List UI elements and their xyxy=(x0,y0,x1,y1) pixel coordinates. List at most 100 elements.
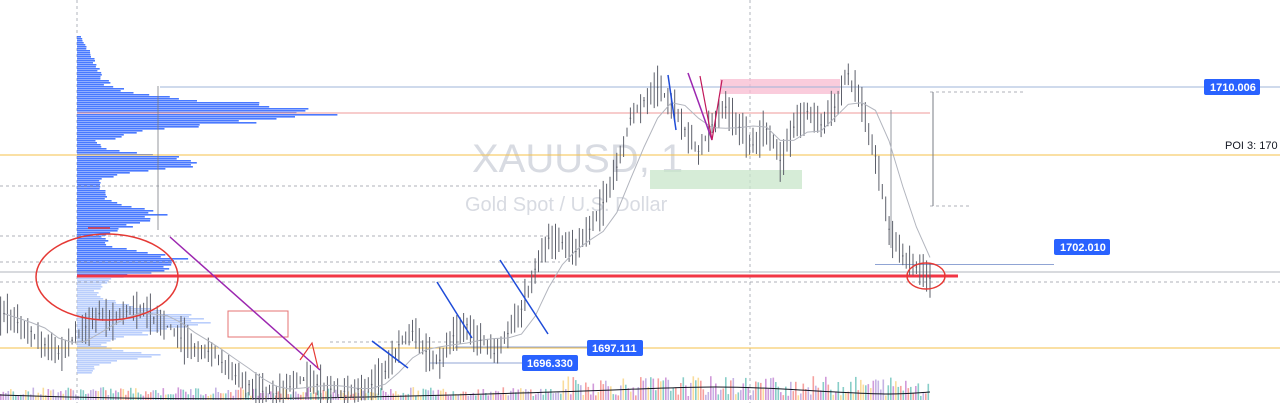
volume-bar xyxy=(450,395,452,400)
volume-bar xyxy=(137,392,140,400)
volume-bar xyxy=(447,395,450,400)
price-tag-1702-bg xyxy=(1054,239,1110,255)
profile-bar xyxy=(77,362,112,364)
profile-bar xyxy=(77,74,102,76)
volume-bar xyxy=(657,378,660,400)
volume-bar xyxy=(760,382,762,400)
profile-bar xyxy=(77,128,165,130)
profile-bar xyxy=(77,146,102,148)
volume-bar xyxy=(112,393,115,400)
volume-bar xyxy=(750,395,752,400)
volume-bar xyxy=(247,392,250,400)
volume-bar xyxy=(695,380,697,400)
profile-bar xyxy=(77,356,152,358)
volume-bar xyxy=(240,387,242,400)
price-tag-1697[interactable]: 1697.111 xyxy=(587,340,643,356)
volume-bar xyxy=(562,380,565,400)
price-tag-1696[interactable]: 1696.330 xyxy=(522,355,578,371)
volume-bar xyxy=(457,394,460,400)
volume-bar xyxy=(277,391,280,400)
volume-bar xyxy=(455,394,457,400)
volume-bar xyxy=(567,376,570,400)
volume-bar xyxy=(47,389,50,400)
volume-bar xyxy=(407,393,410,400)
volume-bar xyxy=(590,394,592,400)
volume-bar xyxy=(725,377,727,400)
profile-bar xyxy=(77,178,102,180)
volume-bar xyxy=(410,387,412,400)
series-point xyxy=(44,343,46,346)
profile-bar xyxy=(77,302,117,304)
profile-bar xyxy=(77,46,87,48)
volume-bar xyxy=(222,393,225,400)
volume-bar xyxy=(22,394,25,400)
profile-bar xyxy=(77,292,99,294)
volume-bar xyxy=(342,392,345,400)
volume-bar xyxy=(850,381,852,400)
volume-bar xyxy=(592,383,595,400)
profile-bar xyxy=(77,88,124,90)
profile-bar xyxy=(77,188,100,190)
series-point xyxy=(384,370,387,373)
volume-bar xyxy=(525,389,527,400)
volume-bar xyxy=(922,392,925,400)
volume-bar xyxy=(595,395,597,400)
series-point xyxy=(861,104,863,106)
price-tag-1702[interactable]: 1702.010 xyxy=(1054,239,1110,255)
volume-bar xyxy=(387,394,390,400)
profile-bar xyxy=(77,260,174,262)
volume-bar xyxy=(40,394,42,400)
volume-bar xyxy=(887,385,890,400)
volume-bar xyxy=(187,394,190,400)
volume-bar xyxy=(687,396,690,400)
profile-bar xyxy=(77,224,127,226)
profile-bar xyxy=(77,70,98,72)
volume-bar xyxy=(827,384,830,400)
profile-bar xyxy=(77,226,133,228)
volume-bar xyxy=(527,391,530,400)
volume-bar xyxy=(50,390,52,400)
series-point xyxy=(507,332,509,335)
series-point xyxy=(180,337,182,339)
profile-bar xyxy=(77,68,100,70)
profile-bar xyxy=(77,116,295,118)
volume-bar xyxy=(667,379,670,400)
profile-bar xyxy=(77,76,101,78)
volume-bar xyxy=(617,395,620,400)
profile-bar xyxy=(77,170,149,172)
volume-bar xyxy=(70,388,72,400)
volume-bar xyxy=(420,395,422,400)
profile-bar xyxy=(77,110,306,112)
profile-bar xyxy=(77,56,91,58)
volume-bar xyxy=(565,389,567,400)
volume-bar xyxy=(442,388,445,400)
volume-bar xyxy=(612,394,615,400)
volume-bar xyxy=(362,390,365,400)
volume-bar xyxy=(700,380,702,400)
volume-bar xyxy=(635,395,637,400)
volume-bar xyxy=(317,390,320,400)
profile-bar xyxy=(77,338,116,340)
volume-bar xyxy=(485,393,487,400)
series-point xyxy=(425,350,427,353)
volume-bar xyxy=(17,395,20,400)
volume-bar xyxy=(42,387,45,400)
series-point xyxy=(697,150,700,153)
series-point xyxy=(616,166,618,168)
profile-bar xyxy=(77,108,309,110)
profile-bar xyxy=(77,256,161,258)
profile-bar xyxy=(77,270,165,272)
profile-bar xyxy=(77,306,134,308)
volume-bar xyxy=(880,389,882,400)
profile-bar xyxy=(77,336,124,338)
volume-bar xyxy=(815,385,817,400)
volume-bar xyxy=(855,376,857,400)
volume-bar xyxy=(812,376,815,400)
series-point xyxy=(248,383,250,386)
volume-bar xyxy=(712,387,715,400)
price-tag-1696-label: 1696.330 xyxy=(527,358,573,370)
profile-bar xyxy=(77,84,104,86)
price-tag-1710[interactable]: 1710.006 xyxy=(1204,79,1260,95)
watermark-symbol: XAUUSD, 1 xyxy=(472,137,683,181)
